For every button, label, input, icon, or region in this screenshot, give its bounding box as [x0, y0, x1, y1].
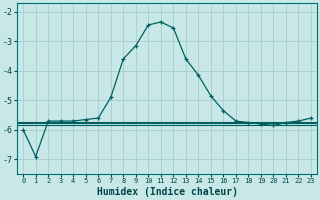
X-axis label: Humidex (Indice chaleur): Humidex (Indice chaleur)	[97, 187, 237, 197]
